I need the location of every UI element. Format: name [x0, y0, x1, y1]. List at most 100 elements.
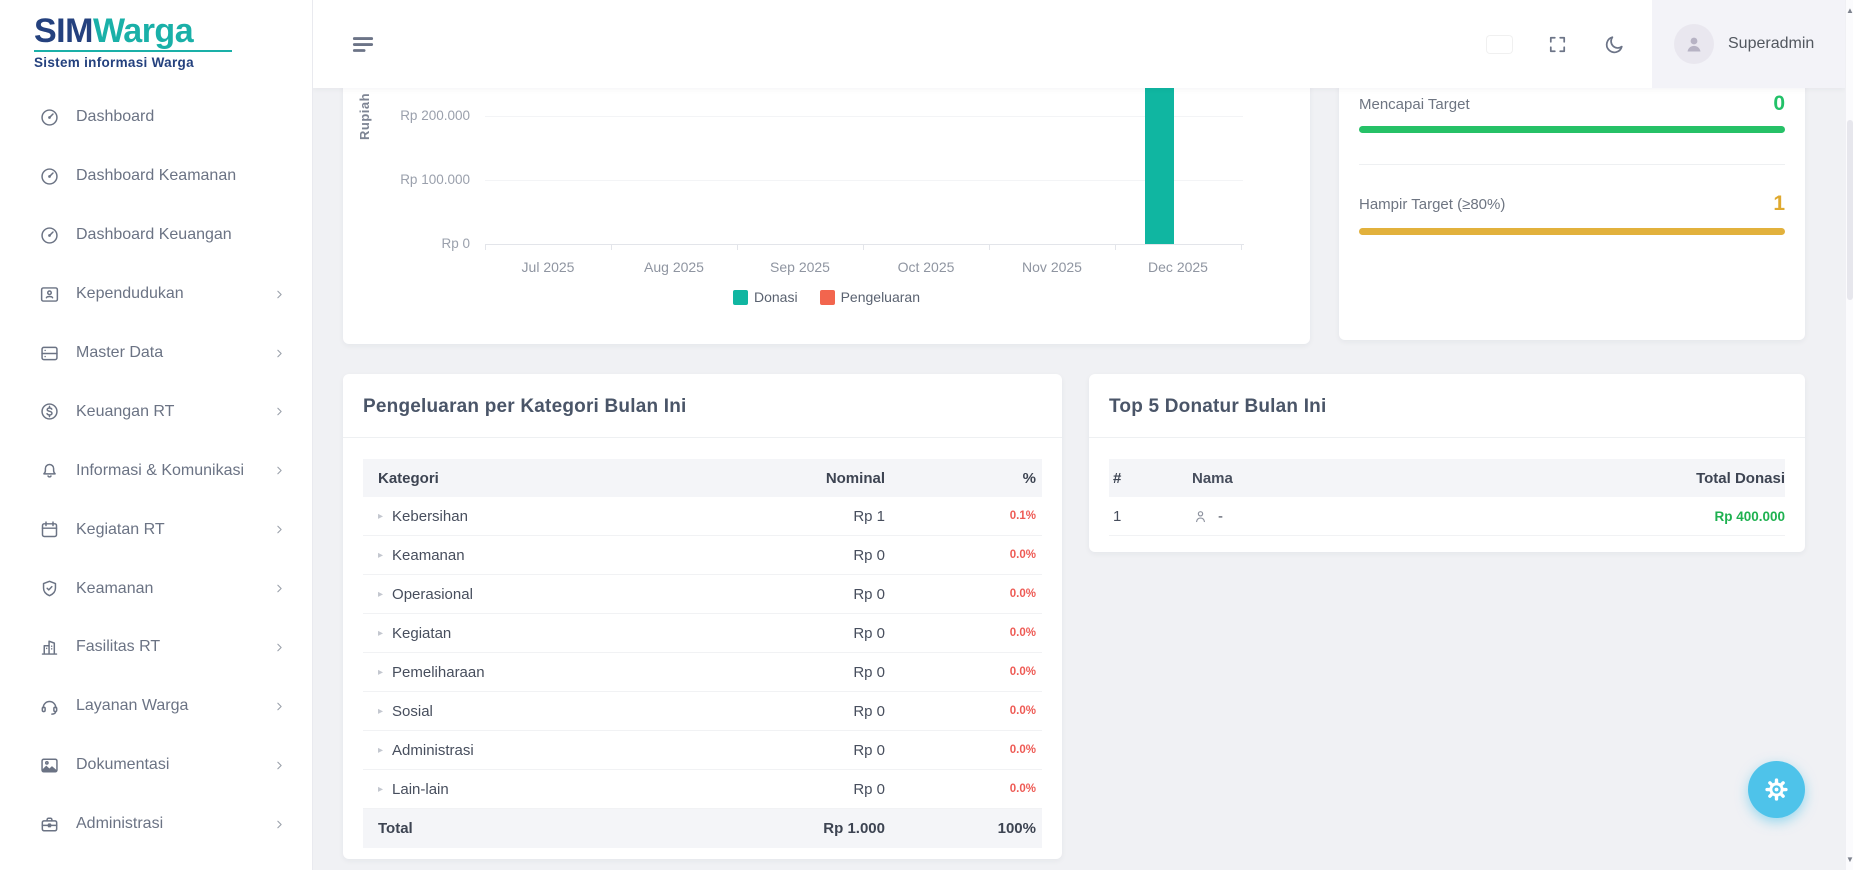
expense-row[interactable]: ▸ Lain-lain Rp 0 0.0%: [363, 770, 1042, 809]
target-progress-bar-green: [1359, 126, 1785, 133]
sidebar-item[interactable]: Kependudukan: [0, 265, 312, 324]
top-donors-card: Top 5 Donatur Bulan Ini # Nama Total Don…: [1089, 374, 1805, 552]
expense-row[interactable]: ▸ Kegiatan Rp 0 0.0%: [363, 614, 1042, 653]
sidebar-item[interactable]: Keuangan RT: [0, 382, 312, 441]
hamburger-menu-icon[interactable]: [348, 31, 378, 57]
sidebar-item[interactable]: Dokumentasi: [0, 736, 312, 795]
sidebar-item[interactable]: Dashboard Keuangan: [0, 206, 312, 265]
expense-nominal: Rp 0: [853, 663, 885, 681]
target-value: 0: [1773, 92, 1785, 115]
expense-nominal: Rp 1: [853, 507, 885, 525]
scroll-up-arrow-icon[interactable]: ▲: [1846, 6, 1853, 15]
y-axis-tick-label: Rp 200.000: [400, 108, 470, 123]
expense-percent: 0.0%: [1009, 666, 1036, 678]
expense-nominal: Rp 0: [853, 741, 885, 759]
indonesia-flag-icon[interactable]: [1487, 36, 1512, 53]
expense-row[interactable]: ▸ Operasional Rp 0 0.0%: [363, 575, 1042, 614]
expense-nominal: Rp 0: [853, 546, 885, 564]
target-row-hampir: Hampir Target (≥80%) 1: [1359, 192, 1785, 216]
donor-total: Rp 400.000: [1714, 508, 1785, 524]
sidebar-item[interactable]: Keamanan: [0, 559, 312, 618]
sidebar-item[interactable]: Fasilitas RT: [0, 618, 312, 677]
sidebar-item-label: Master Data: [76, 344, 164, 361]
fullscreen-icon[interactable]: [1546, 33, 1569, 56]
chart-bar-donasi: [1145, 88, 1174, 244]
target-label: Hampir Target (≥80%): [1359, 195, 1506, 213]
sidebar-item[interactable]: Kegiatan RT: [0, 500, 312, 559]
sidebar-item[interactable]: Dashboard: [0, 88, 312, 147]
expense-nominal: Rp 0: [853, 624, 885, 642]
chart-legend: Donasi Pengeluaran: [343, 289, 1310, 305]
user-menu[interactable]: Superadmin: [1652, 0, 1845, 88]
person-icon: [1196, 510, 1205, 522]
chevron-right-icon: [273, 288, 286, 301]
legend-label: Donasi: [754, 289, 798, 305]
expense-row[interactable]: ▸ Pemeliharaan Rp 0 0.0%: [363, 653, 1042, 692]
chevron-right-icon: [273, 818, 286, 831]
logo-text-warga: Warga: [92, 12, 194, 50]
sidebar-item[interactable]: Administrasi: [0, 795, 312, 854]
caret-expand-icon: ▸: [378, 783, 384, 795]
settings-fab-button[interactable]: [1748, 761, 1805, 818]
total-label: Total: [378, 820, 413, 837]
x-axis-tick: [737, 244, 738, 250]
sidebar-item[interactable]: Master Data: [0, 324, 312, 383]
expense-percent: 0.0%: [1009, 705, 1036, 717]
target-value: 1: [1773, 192, 1785, 215]
expense-category: Kegiatan: [392, 624, 452, 642]
expense-percent: 0.0%: [1009, 744, 1036, 756]
sidebar-item-label: Dokumentasi: [76, 756, 170, 774]
server-icon: [38, 342, 60, 364]
x-axis-label: Dec 2025: [1148, 259, 1208, 275]
expense-category: Kebersihan: [392, 507, 468, 525]
col-header-kategori: Kategori: [378, 469, 439, 487]
donor-table-header: # Nama Total Donasi: [1109, 459, 1785, 497]
legend-swatch: [733, 289, 748, 305]
y-axis-tick-label: Rp 100.000: [400, 172, 470, 187]
card-title: Pengeluaran per Kategori Bulan Ini: [363, 396, 687, 417]
expense-category-card: Pengeluaran per Kategori Bulan Ini Kateg…: [343, 374, 1062, 859]
expense-category: Sosial: [392, 702, 433, 720]
chevron-right-icon: [273, 641, 286, 654]
expense-row[interactable]: ▸ Administrasi Rp 0 0.0%: [363, 731, 1042, 770]
x-axis-tick: [989, 244, 990, 250]
sidebar-item[interactable]: Informasi & Komunikasi: [0, 441, 312, 500]
sidebar-item-label: Fasilitas RT: [76, 638, 161, 656]
scroll-down-arrow-icon[interactable]: ▼: [1846, 855, 1853, 864]
user-name: Superadmin: [1728, 35, 1815, 52]
moon-dark-mode-icon[interactable]: [1603, 33, 1626, 56]
app-logo[interactable]: SIMWarga Sistem informasi Warga: [0, 0, 312, 88]
target-status-card: Mencapai Target 0 Hampir Target (≥80%) 1: [1339, 88, 1805, 340]
id-card-icon: [38, 283, 60, 305]
donation-chart-card: Rupiah Donasi Pengeluaran Rp 200.000 Rp 1…: [343, 88, 1310, 344]
sidebar-item[interactable]: Dashboard Keamanan: [0, 147, 312, 206]
gauge-icon: [38, 106, 60, 128]
legend-item[interactable]: Pengeluaran: [819, 289, 920, 305]
expense-percent: 0.0%: [1009, 627, 1036, 639]
legend-item[interactable]: Donasi: [733, 289, 798, 305]
expense-row[interactable]: ▸ Kebersihan Rp 1 0.1%: [363, 497, 1042, 536]
expense-total-row: Total Rp 1.000 100%: [363, 809, 1042, 848]
expense-percent: 0.1%: [1009, 510, 1036, 522]
vertical-scrollbar[interactable]: ▲ ▼: [1845, 0, 1853, 870]
x-axis-tick: [863, 244, 864, 250]
caret-expand-icon: ▸: [378, 705, 384, 717]
x-axis-line: [485, 244, 1244, 245]
expense-row[interactable]: ▸ Keamanan Rp 0 0.0%: [363, 536, 1042, 575]
scrollbar-thumb[interactable]: [1847, 120, 1853, 300]
expense-table: Kategori Nominal % ▸ Kebersihan Rp 1 0.1%…: [363, 459, 1042, 848]
expense-row[interactable]: ▸ Sosial Rp 0 0.0%: [363, 692, 1042, 731]
gauge-icon: [38, 224, 60, 246]
chevron-right-icon: [273, 523, 286, 536]
legend-swatch: [819, 289, 835, 305]
sidebar: SIMWarga Sistem informasi Warga Dashboar…: [0, 0, 313, 870]
expense-category: Administrasi: [392, 741, 474, 759]
donation-chart-plot: Rupiah Donasi Pengeluaran Rp 200.000 Rp 1…: [343, 88, 1310, 344]
person-avatar-icon: [1687, 37, 1701, 52]
sidebar-item-label: Keamanan: [76, 579, 154, 597]
caret-expand-icon: ▸: [378, 510, 384, 522]
chevron-right-icon: [273, 405, 286, 418]
target-label: Mencapai Target: [1359, 95, 1470, 113]
card-title: Top 5 Donatur Bulan Ini: [1109, 396, 1327, 417]
sidebar-item[interactable]: Layanan Warga: [0, 677, 312, 736]
